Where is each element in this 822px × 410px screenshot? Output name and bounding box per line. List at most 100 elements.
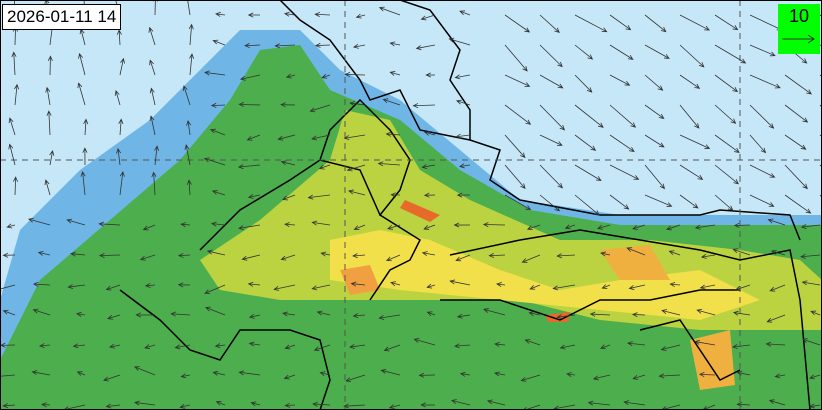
wind-arrow	[749, 74, 781, 89]
wind-arrow	[320, 251, 331, 257]
wind-arrow	[380, 368, 401, 376]
wind-arrow	[539, 74, 564, 89]
wind-arrow	[6, 223, 16, 229]
wind-arrow	[170, 311, 191, 317]
wind-arrow	[574, 14, 608, 33]
wind-arrow	[154, 145, 160, 166]
wind-legend-arrow-icon	[782, 34, 815, 44]
wind-arrow	[212, 39, 226, 46]
wind-arrow	[609, 104, 637, 128]
wind-arrow	[423, 224, 436, 230]
wind-arrow	[455, 133, 471, 139]
wind-arrow	[609, 44, 634, 60]
wind-arrow	[184, 144, 191, 166]
wind-arrow	[800, 253, 821, 259]
wind-arrow	[114, 89, 121, 106]
wind-arrow	[455, 254, 471, 262]
wind-arrow	[456, 192, 471, 198]
wind-arrow	[313, 344, 331, 352]
wind-arrow	[679, 74, 701, 89]
wind-arrow	[714, 74, 739, 93]
wind-arrow	[210, 102, 226, 108]
wind-arrow	[420, 14, 436, 21]
wind-arrow	[119, 57, 125, 76]
wind-arrow	[679, 164, 704, 180]
wind-arrow	[311, 220, 331, 226]
wind-arrow	[666, 224, 681, 231]
wind-arrow	[504, 104, 532, 125]
wind-arrow	[349, 101, 366, 107]
wind-arrow	[343, 134, 366, 141]
wind-arrow	[423, 192, 436, 198]
wind-arrow	[412, 103, 436, 109]
wind-arrow	[421, 164, 436, 169]
wind-arrow	[247, 193, 261, 199]
wind-arrow	[318, 164, 331, 170]
wind-arrow	[44, 179, 51, 196]
wind-arrow	[426, 311, 436, 317]
wind-arrow	[459, 371, 471, 377]
wind-arrow	[609, 134, 635, 153]
wind-arrow	[628, 284, 646, 290]
wind-arrow	[425, 72, 436, 78]
wind-arrow	[75, 311, 86, 317]
wind-arrow	[564, 224, 576, 230]
wind-arrow	[413, 338, 436, 346]
wind-arrow	[539, 164, 563, 189]
wind-arrow	[72, 343, 86, 349]
wind-arrow	[731, 344, 751, 349]
wind-arrow	[377, 161, 401, 167]
wind-arrow	[11, 51, 17, 76]
wind-arrow	[609, 14, 632, 31]
wind-arrow	[282, 194, 296, 201]
wind-arrow	[455, 99, 471, 106]
wind-arrow	[529, 284, 541, 290]
wind-arrow	[574, 104, 604, 128]
wind-arrow	[14, 83, 20, 106]
wind-arrow	[149, 115, 156, 136]
wind-arrow	[765, 341, 786, 347]
wind-arrow	[148, 26, 156, 46]
wind-arrow	[177, 282, 191, 288]
wind-arrow	[714, 44, 747, 64]
wind-arrow	[631, 312, 646, 318]
wind-arrow	[732, 248, 751, 256]
wind-arrow	[574, 134, 597, 151]
wind-arrow	[273, 284, 296, 291]
wind-arrow	[736, 370, 751, 376]
wind-arrow	[135, 312, 156, 318]
wind-arrow	[426, 283, 436, 289]
wind-arrow	[767, 218, 786, 226]
wind-arrow	[144, 282, 156, 288]
wind-arrow	[284, 222, 296, 228]
wind-arrow	[390, 281, 401, 287]
wind-arrow	[784, 104, 809, 123]
wind-arrow	[66, 218, 86, 226]
wind-arrow	[454, 74, 471, 80]
wind-arrow	[206, 249, 226, 256]
wind-arrow	[385, 254, 401, 262]
wind-arrow	[149, 87, 156, 106]
wind-arrow	[37, 250, 51, 256]
wind-arrow	[119, 171, 125, 196]
wind-arrow	[600, 251, 611, 257]
wind-arrow	[32, 308, 51, 316]
wind-arrow	[556, 314, 576, 320]
wind-arrow	[714, 104, 737, 124]
wind-arrow	[215, 400, 226, 406]
wind-arrow	[307, 194, 331, 200]
wind-arrow	[76, 371, 86, 376]
wind-arrow	[343, 403, 366, 409]
wind-arrow	[587, 400, 611, 406]
wind-arrow	[454, 343, 471, 349]
wind-arrow	[284, 402, 296, 408]
wind-arrow	[809, 374, 821, 380]
wind-arrow	[504, 74, 531, 87]
wind-arrow	[98, 221, 121, 227]
wind-arrow	[574, 194, 600, 216]
wind-arrow	[661, 309, 681, 316]
wind-arrow	[204, 70, 226, 76]
wind-arrow	[309, 104, 331, 113]
wind-arrow	[133, 400, 156, 406]
